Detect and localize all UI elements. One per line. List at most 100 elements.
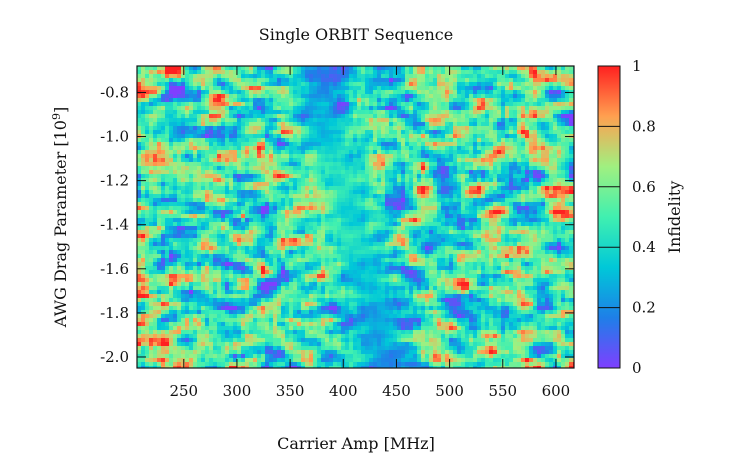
heatmap-cell (269, 238, 273, 242)
heatmap-cell (401, 202, 405, 206)
heatmap-cell (245, 226, 249, 230)
heatmap-cell (317, 154, 321, 158)
heatmap-cell (533, 122, 537, 126)
heatmap-cell (357, 162, 361, 166)
heatmap-cell (477, 98, 481, 102)
heatmap-cell (317, 142, 321, 146)
heatmap-cell (497, 86, 501, 90)
heatmap-cell (401, 162, 405, 166)
heatmap-cell (529, 166, 533, 170)
heatmap-cell (373, 122, 377, 126)
heatmap-cell (469, 234, 473, 238)
heatmap-cell (177, 202, 181, 206)
heatmap-cell (285, 98, 289, 102)
heatmap-cell (469, 78, 473, 82)
heatmap-cell (173, 70, 177, 74)
heatmap-cell (157, 146, 161, 150)
heatmap-cell (337, 206, 341, 210)
heatmap-cell (473, 82, 477, 86)
heatmap-cell (189, 182, 193, 186)
heatmap-cell (501, 218, 505, 222)
heatmap-cell (173, 66, 177, 70)
heatmap-cell (197, 162, 201, 166)
heatmap-cell (425, 234, 429, 238)
heatmap-cell (441, 210, 445, 214)
heatmap-cell (561, 122, 565, 126)
heatmap-cell (481, 142, 485, 146)
heatmap-cell (337, 230, 341, 234)
heatmap-cell (165, 158, 169, 162)
heatmap-cell (213, 226, 217, 230)
heatmap-cell (217, 86, 221, 90)
heatmap-cell (273, 206, 277, 210)
heatmap-cell (445, 86, 449, 90)
heatmap-cell (353, 102, 357, 106)
heatmap-cell (389, 158, 393, 162)
heatmap-cell (465, 102, 469, 106)
heatmap-cell (165, 134, 169, 138)
heatmap-cell (517, 146, 521, 150)
heatmap-cell (337, 178, 341, 182)
heatmap-cell (221, 230, 225, 234)
heatmap-cell (405, 110, 409, 114)
heatmap-cell (221, 226, 225, 230)
heatmap-cell (477, 158, 481, 162)
heatmap-cell (445, 158, 449, 162)
heatmap-cell (413, 178, 417, 182)
heatmap-cell (337, 94, 341, 98)
heatmap-cell (185, 234, 189, 238)
heatmap-cell (465, 130, 469, 134)
heatmap-cell (477, 70, 481, 74)
heatmap-cell (373, 242, 377, 246)
heatmap-cell (229, 238, 233, 242)
heatmap-cell (417, 150, 421, 154)
heatmap-cell (165, 198, 169, 202)
heatmap-cell (365, 114, 369, 118)
heatmap-cell (569, 198, 573, 202)
heatmap-cell (245, 66, 249, 70)
heatmap-cell (369, 178, 373, 182)
heatmap-cell (201, 130, 205, 134)
heatmap-cell (221, 234, 225, 238)
heatmap-cell (365, 170, 369, 174)
heatmap-cell (457, 214, 461, 218)
chart-title: Single ORBIT Sequence (259, 25, 453, 44)
heatmap-cell (329, 106, 333, 110)
heatmap-cell (189, 186, 193, 190)
heatmap-cell (409, 146, 413, 150)
heatmap-cell (473, 242, 477, 246)
heatmap-cell (409, 222, 413, 226)
heatmap-cell (437, 186, 441, 190)
heatmap-cell (301, 218, 305, 222)
heatmap-cell (305, 182, 309, 186)
heatmap-cell (541, 234, 545, 238)
heatmap-cell (321, 218, 325, 222)
heatmap-cell (441, 238, 445, 242)
heatmap-cell (473, 126, 477, 130)
heatmap-cell (469, 94, 473, 98)
heatmap-cell (209, 126, 213, 130)
heatmap-cell (437, 70, 441, 74)
heatmap-cell (413, 74, 417, 78)
heatmap-cell (533, 226, 537, 230)
heatmap-cell (229, 70, 233, 74)
heatmap-cell (557, 106, 561, 110)
heatmap-cell (409, 110, 413, 114)
heatmap-cell (473, 182, 477, 186)
heatmap-cell (345, 94, 349, 98)
heatmap-cell (229, 202, 233, 206)
heatmap-cell (565, 178, 569, 182)
heatmap-cell (205, 70, 209, 74)
heatmap-cell (193, 102, 197, 106)
heatmap-cell (433, 218, 437, 222)
heatmap-cell (477, 242, 481, 246)
heatmap-cell (237, 198, 241, 202)
heatmap-cell (205, 158, 209, 162)
heatmap-cell (453, 170, 457, 174)
heatmap-cell (525, 242, 529, 246)
heatmap-cell (337, 118, 341, 122)
heatmap-cell (481, 78, 485, 82)
heatmap-cell (141, 238, 145, 242)
heatmap-cell (297, 162, 301, 166)
heatmap-cell (285, 130, 289, 134)
